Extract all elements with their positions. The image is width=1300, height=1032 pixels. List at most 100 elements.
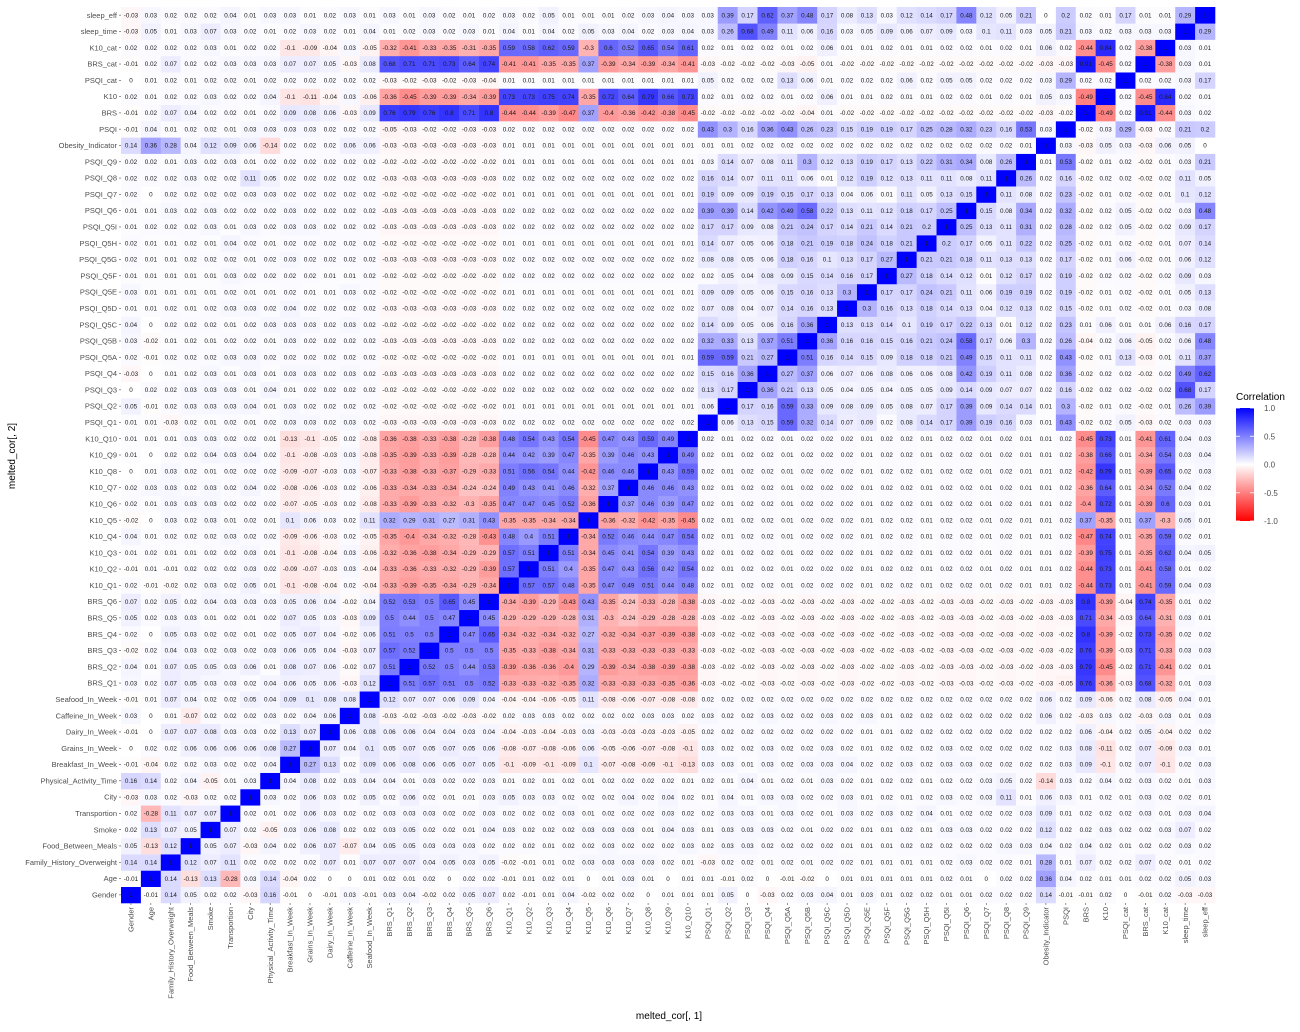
cell-value-label: -0.03 <box>999 615 1014 622</box>
cell-value-label: 0.01 <box>1179 859 1192 866</box>
cell-value-label: -0.02 <box>382 387 397 394</box>
cell-value-label: 0.02 <box>741 550 754 557</box>
cell-value-label: 0.02 <box>960 436 973 443</box>
cell-value-label: 0.17 <box>940 403 953 410</box>
cell-value-label: 0.59 <box>781 420 794 427</box>
heatmap-cell <box>518 854 540 871</box>
heatmap-cell <box>558 805 579 822</box>
heatmap-cell <box>1115 772 1136 790</box>
cell-value-label: 0.04 <box>264 387 277 394</box>
cell-value-label: 0.54 <box>682 566 695 573</box>
cell-value-label: -0.38 <box>681 631 696 638</box>
cell-value-label: 0.02 <box>582 387 595 394</box>
cell-value-label: -0.01 <box>124 697 139 704</box>
cell-value-label: 0.8 <box>1081 599 1090 606</box>
cell-value-label: 0.53 <box>483 664 496 671</box>
heatmap-cell <box>578 756 599 773</box>
cell-value-label: -0.02 <box>1019 615 1034 622</box>
heatmap-cell <box>956 740 977 757</box>
heatmap-cell <box>638 723 659 741</box>
cell-value-label: 0.02 <box>503 420 516 427</box>
cell-value-label: 0.02 <box>881 501 894 508</box>
heatmap-cell <box>280 674 301 692</box>
cell-value-label: 0.02 <box>1000 534 1013 541</box>
cell-value-label: -0.05 <box>561 697 576 704</box>
cell-value-label: 0.01 <box>702 892 715 899</box>
cell-value-label: 0.02 <box>940 859 953 866</box>
heatmap-cell <box>598 707 619 725</box>
cell-value-label: 0.02 <box>304 876 317 883</box>
cell-value-label: -0.06 <box>1098 697 1113 704</box>
cell-value-label: 0.01 <box>403 876 416 883</box>
cell-value-label: 1 <box>348 713 352 720</box>
heatmap-cell <box>677 658 699 676</box>
cell-value-label: 0.02 <box>224 436 237 443</box>
cell-value-label: 1 <box>607 501 611 508</box>
cell-value-label: 0.02 <box>523 322 536 329</box>
cell-value-label: 0.01 <box>920 468 933 475</box>
heatmap-cell <box>459 740 480 757</box>
cell-value-label: 0.02 <box>1119 371 1132 378</box>
heatmap-cell <box>121 788 142 806</box>
cell-value-label: 0.02 <box>1040 745 1053 752</box>
cell-value-label: 0.01 <box>1199 517 1212 524</box>
cell-value-label: 0.51 <box>383 664 396 671</box>
cell-value-label: -0.07 <box>303 566 318 573</box>
cell-value-label: 0.02 <box>801 729 814 736</box>
cell-value-label: 0.06 <box>364 631 377 638</box>
heatmap-cell <box>598 870 619 888</box>
heatmap-cell <box>717 772 738 790</box>
cell-value-label: 0.43 <box>523 485 536 492</box>
cell-value-label: 0.02 <box>543 827 556 834</box>
heatmap-cell <box>677 886 699 904</box>
cell-value-label: 1 <box>646 468 650 475</box>
heatmap-cell <box>916 870 937 888</box>
cell-value-label: -0.33 <box>422 485 437 492</box>
cell-value-label: -0.32 <box>382 550 397 557</box>
cell-value-label: 0.02 <box>821 550 834 557</box>
cell-value-label: -0.34 <box>561 517 576 524</box>
heatmap-cell <box>260 805 281 822</box>
heatmap-cell <box>498 886 520 904</box>
cell-value-label: 0.04 <box>443 729 456 736</box>
cell-value-label: 0.54 <box>1159 452 1172 459</box>
heatmap-cell <box>459 674 480 692</box>
heatmap-cell <box>160 772 181 790</box>
heatmap-cell <box>936 626 957 643</box>
cell-value-label: 0.06 <box>383 729 396 736</box>
heatmap-cell <box>439 821 460 839</box>
heatmap-cell <box>140 821 162 839</box>
heatmap-cell <box>876 854 898 871</box>
cell-value-label: 0.01 <box>741 794 754 801</box>
cell-value-label: 0.03 <box>582 827 595 834</box>
heatmap-cell <box>737 740 758 757</box>
cell-value-label: 0.02 <box>344 794 357 801</box>
cell-value-label: -0.32 <box>1158 680 1173 687</box>
cell-value-label: 0.02 <box>224 420 237 427</box>
cell-value-label: 0.02 <box>602 387 615 394</box>
cell-value-label: 0.45 <box>602 550 615 557</box>
cell-value-label: -0.02 <box>402 713 417 720</box>
heatmap-cell <box>280 805 301 822</box>
heatmap-cell <box>896 772 917 790</box>
heatmap-cell <box>1095 837 1116 855</box>
cell-value-label: -0.05 <box>1158 697 1173 704</box>
cell-value-label: 0.02 <box>1000 566 1013 573</box>
cell-value-label: 0.02 <box>821 517 834 524</box>
heatmap-cell <box>757 772 778 790</box>
heatmap-cell <box>399 837 420 855</box>
heatmap-cell <box>180 870 201 888</box>
heatmap-cell <box>379 691 400 708</box>
cell-value-label: 0.04 <box>324 648 337 655</box>
heatmap-cell <box>697 674 719 692</box>
cell-value-label: 0.47 <box>463 631 476 638</box>
heatmap-cell <box>300 837 321 855</box>
heatmap-cell <box>1035 626 1057 643</box>
cell-value-label: 0.03 <box>602 827 615 834</box>
cell-value-label: -0.03 <box>760 664 775 671</box>
cell-value-label: 0.03 <box>204 501 217 508</box>
cell-value-label: 0.01 <box>443 794 456 801</box>
heatmap-cell <box>797 658 818 676</box>
cell-value-label: 0.02 <box>1060 566 1073 573</box>
cell-value-label: 0.01 <box>1040 420 1053 427</box>
